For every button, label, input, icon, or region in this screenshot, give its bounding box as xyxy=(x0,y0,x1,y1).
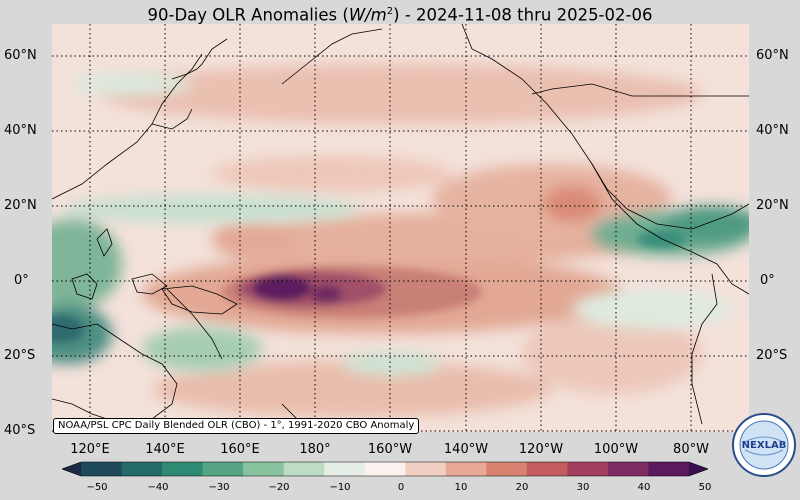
lon-label-120w: 120°W xyxy=(518,442,564,457)
colorbar-segment xyxy=(283,462,325,476)
lat-label-20n-right: 20°N xyxy=(756,198,789,213)
lat-label-60n: 60°N xyxy=(4,48,37,63)
cb-tick: 0 xyxy=(397,482,405,493)
colorbar-segment xyxy=(364,462,406,476)
colorbar-segment xyxy=(567,462,609,476)
negative-anomaly-regions xyxy=(52,72,749,376)
cb-tick: −30 xyxy=(208,482,230,493)
cb-tick: 30 xyxy=(576,482,590,493)
colorbar-segment xyxy=(607,462,649,476)
lon-label-160e: 160°E xyxy=(220,442,260,457)
lat-label-60n-right: 60°N xyxy=(756,48,789,63)
colorbar-segment xyxy=(81,462,123,476)
lat-label-40s: 40°S xyxy=(4,423,36,438)
colorbar xyxy=(62,461,708,477)
lon-label-80w: 80°W xyxy=(673,442,709,457)
cb-tick: −40 xyxy=(147,482,169,493)
lon-label-160w: 160°W xyxy=(367,442,413,457)
cb-tick: 40 xyxy=(637,482,651,493)
colorbar-segment xyxy=(445,462,487,476)
colorbar-segment xyxy=(162,462,204,476)
lat-label-eq-right: 0° xyxy=(760,273,775,288)
colorbar-segment xyxy=(243,462,285,476)
colorbar-segment xyxy=(202,462,244,476)
lon-label-140e: 140°E xyxy=(145,442,185,457)
lon-label-120e: 120°E xyxy=(70,442,110,457)
lat-label-40n: 40°N xyxy=(4,123,37,138)
lat-label-eq: 0° xyxy=(14,273,29,288)
lat-label-20n: 20°N xyxy=(4,198,37,213)
graticule xyxy=(52,24,749,432)
colorbar-extend-high xyxy=(689,462,708,476)
cb-tick: 20 xyxy=(515,482,529,493)
lon-label-100w: 100°W xyxy=(593,442,639,457)
strong-positive-core xyxy=(222,266,482,318)
olr-anomaly-map xyxy=(52,24,749,432)
logo-text: NEXLAB xyxy=(742,440,787,451)
coastlines xyxy=(52,24,749,432)
colorbar-segment xyxy=(121,462,163,476)
colorbar-segment xyxy=(324,462,366,476)
colorbar-segment xyxy=(648,462,690,476)
colorbar-segment xyxy=(405,462,447,476)
lon-label-180: 180° xyxy=(299,442,331,457)
cb-tick: −50 xyxy=(86,482,108,493)
cb-tick: −20 xyxy=(268,482,290,493)
lat-label-20s: 20°S xyxy=(4,348,36,363)
cb-tick: −10 xyxy=(329,482,351,493)
map-title: 90-Day OLR Anomalies (W/m2) - 2024-11-08… xyxy=(147,5,653,25)
data-credit: NOAA/PSL CPC Daily Blended OLR (CBO) - 1… xyxy=(53,418,420,434)
cb-tick: 50 xyxy=(698,482,712,493)
positive-anomaly-regions xyxy=(102,64,702,417)
lat-label-40n-right: 40°N xyxy=(756,123,789,138)
lon-label-140w: 140°W xyxy=(443,442,489,457)
cb-tick: 10 xyxy=(454,482,468,493)
lat-label-20s-right: 20°S xyxy=(756,348,788,363)
colorbar-segment xyxy=(486,462,528,476)
colorbar-extend-low xyxy=(62,462,81,476)
anomaly-field xyxy=(52,24,749,432)
nexlab-logo: NEXLAB xyxy=(732,413,796,477)
colorbar-segment xyxy=(526,462,568,476)
